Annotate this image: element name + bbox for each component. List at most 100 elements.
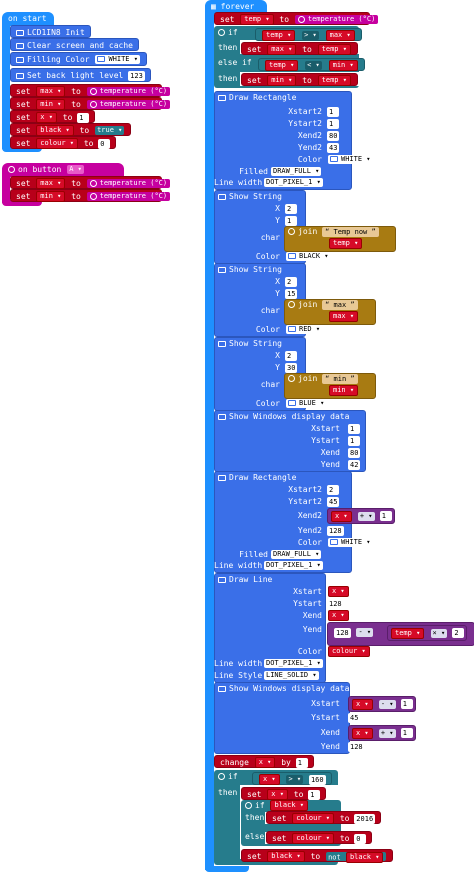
- fill-color-dropdown[interactable]: WHITE ▾: [95, 55, 140, 64]
- operator-dropdown[interactable]: + ▾: [378, 728, 396, 738]
- var-reporter[interactable]: max ▾: [329, 311, 359, 322]
- temperature-reporter[interactable]: temperature (°C): [294, 15, 379, 24]
- var-reporter[interactable]: x ▾: [352, 698, 373, 710]
- forever-hat[interactable]: ▦ forever: [205, 0, 267, 14]
- filling-color-block[interactable]: Filling Color WHITE ▾: [10, 52, 147, 66]
- set-colour-block[interactable]: set colour ▾ to 2016: [266, 811, 382, 824]
- operator-dropdown[interactable]: - ▾: [356, 628, 374, 637]
- compare-block[interactable]: temp ▾ > ▾ max ▾: [255, 28, 362, 41]
- on-button-hat[interactable]: on button A ▾ pressed: [2, 163, 124, 188]
- var-dropdown[interactable]: temp ▾: [240, 14, 274, 25]
- var-dropdown[interactable]: black ▾: [267, 851, 305, 862]
- param-value[interactable]: 128: [334, 628, 351, 638]
- temperature-reporter[interactable]: temperature (°C): [86, 192, 171, 201]
- string-literal[interactable]: “ Temp now ”: [322, 227, 379, 237]
- var-dropdown[interactable]: black ▾: [36, 125, 74, 136]
- var-reporter[interactable]: x ▾: [328, 610, 349, 621]
- line-width-dropdown[interactable]: DOT_PIXEL_1 ▾: [264, 659, 323, 668]
- var-dropdown[interactable]: min ▾: [267, 75, 297, 86]
- set-x-block[interactable]: set x ▾ to 1: [10, 110, 96, 123]
- temperature-reporter[interactable]: temperature (°C): [86, 87, 171, 96]
- var-dropdown[interactable]: max ▾: [267, 44, 297, 55]
- param-value[interactable]: 1: [400, 699, 413, 709]
- param-value[interactable]: 45: [327, 497, 340, 507]
- param-value[interactable]: 2: [285, 351, 297, 361]
- param-value[interactable]: 43: [327, 143, 340, 153]
- param-value[interactable]: 1: [379, 511, 392, 521]
- param-value[interactable]: 128: [327, 599, 344, 609]
- filled-dropdown[interactable]: DRAW_FULL ▾: [271, 167, 322, 176]
- param-value[interactable]: 80: [327, 131, 340, 141]
- var-dropdown[interactable]: x ▾: [36, 112, 57, 123]
- var-dropdown[interactable]: max ▾: [36, 178, 66, 189]
- var-reporter[interactable]: black ▾: [270, 800, 308, 811]
- var-dropdown[interactable]: max ▾: [325, 30, 355, 41]
- var-reporter[interactable]: temp ▾: [317, 44, 351, 55]
- var-reporter[interactable]: x ▾: [331, 510, 352, 522]
- var-reporter[interactable]: temp ▾: [391, 627, 425, 639]
- param-value[interactable]: 1: [327, 107, 339, 117]
- not-block[interactable]: not black ▾: [326, 852, 387, 863]
- operator-dropdown[interactable]: > ▾: [302, 31, 319, 40]
- line-width-dropdown[interactable]: DOT_PIXEL_1 ▾: [264, 561, 323, 570]
- param-value[interactable]: 80: [348, 448, 361, 458]
- color-dropdown[interactable]: WHITE ▾: [328, 538, 373, 547]
- var-reporter[interactable]: min ▾: [329, 385, 359, 396]
- param-value[interactable]: 160: [308, 775, 326, 785]
- param-value[interactable]: 2: [285, 277, 297, 287]
- button-dropdown[interactable]: A ▾: [67, 165, 84, 174]
- var-dropdown[interactable]: colour ▾: [292, 833, 334, 844]
- filled-dropdown[interactable]: DRAW_FULL ▾: [271, 550, 322, 559]
- backlight-block[interactable]: Set back light level 123: [10, 68, 151, 82]
- operator-dropdown[interactable]: < ▾: [305, 61, 322, 70]
- param-value[interactable]: 15: [285, 289, 298, 299]
- math-block[interactable]: x ▾ - ▾ 1: [348, 696, 416, 712]
- param-value[interactable]: 1: [295, 758, 308, 768]
- operator-dropdown[interactable]: + ▾: [357, 511, 375, 521]
- temperature-reporter[interactable]: temperature (°C): [86, 179, 171, 188]
- var-dropdown[interactable]: temp ▾: [262, 30, 296, 41]
- set-min-block[interactable]: set min ▾ to temperature (°C): [10, 189, 171, 202]
- var-dropdown[interactable]: min ▾: [36, 191, 66, 202]
- set-x-block[interactable]: set x ▾ to 1: [241, 787, 327, 800]
- set-colour-block[interactable]: set colour ▾ to 0: [10, 136, 117, 149]
- set-max-block[interactable]: set max ▾ to temp ▾: [241, 42, 358, 55]
- change-x-block[interactable]: change x ▾ by 1: [214, 755, 314, 768]
- color-dropdown[interactable]: BLUE ▾: [286, 399, 327, 408]
- var-dropdown[interactable]: min ▾: [36, 99, 66, 110]
- param-value[interactable]: 128: [348, 742, 365, 752]
- backlight-value[interactable]: 123: [128, 71, 145, 81]
- var-reporter[interactable]: black ▾: [345, 852, 384, 863]
- param-value[interactable]: 0: [354, 834, 367, 844]
- param-value[interactable]: 30: [285, 363, 298, 373]
- color-dropdown[interactable]: WHITE ▾: [328, 155, 373, 164]
- var-reporter[interactable]: temp ▾: [329, 238, 363, 249]
- var-reporter[interactable]: colour ▾: [328, 646, 370, 657]
- compare-block[interactable]: x ▾ > ▾ 160: [252, 772, 332, 785]
- param-value[interactable]: 45: [348, 713, 361, 723]
- set-max-block[interactable]: set max ▾ to temperature (°C): [10, 84, 171, 97]
- set-temp-block[interactable]: set temp ▾ to temperature (°C): [214, 12, 379, 25]
- set-colour-block[interactable]: set colour ▾ to 0: [266, 831, 373, 844]
- compare-block[interactable]: temp ▾ < ▾ min ▾: [258, 58, 365, 71]
- lcd-init-block[interactable]: LCD1IN8 Init: [10, 25, 91, 38]
- string-literal[interactable]: “ min ”: [322, 374, 358, 384]
- math-block[interactable]: temp ▾ × ▾ 2: [387, 625, 468, 641]
- line-width-dropdown[interactable]: DOT_PIXEL_1 ▾: [264, 178, 323, 187]
- param-value[interactable]: 1: [400, 728, 413, 738]
- var-dropdown[interactable]: temp ▾: [265, 60, 299, 71]
- param-value[interactable]: 1: [348, 436, 360, 446]
- var-dropdown[interactable]: max ▾: [36, 86, 66, 97]
- clear-screen-block[interactable]: Clear screen and cache: [10, 38, 139, 51]
- var-dropdown[interactable]: colour ▾: [36, 138, 78, 149]
- value-field[interactable]: 1: [77, 113, 90, 123]
- var-dropdown[interactable]: x ▾: [259, 774, 280, 785]
- operator-dropdown[interactable]: × ▾: [430, 628, 448, 638]
- value-field[interactable]: 0: [98, 139, 111, 149]
- boolean-dropdown[interactable]: true ▾: [95, 126, 125, 135]
- set-max-block[interactable]: set max ▾ to temperature (°C): [10, 176, 171, 189]
- set-min-block[interactable]: set min ▾ to temp ▾: [241, 73, 358, 86]
- param-value[interactable]: 2: [285, 204, 297, 214]
- var-reporter[interactable]: temp ▾: [317, 75, 351, 86]
- var-dropdown[interactable]: colour ▾: [292, 813, 334, 824]
